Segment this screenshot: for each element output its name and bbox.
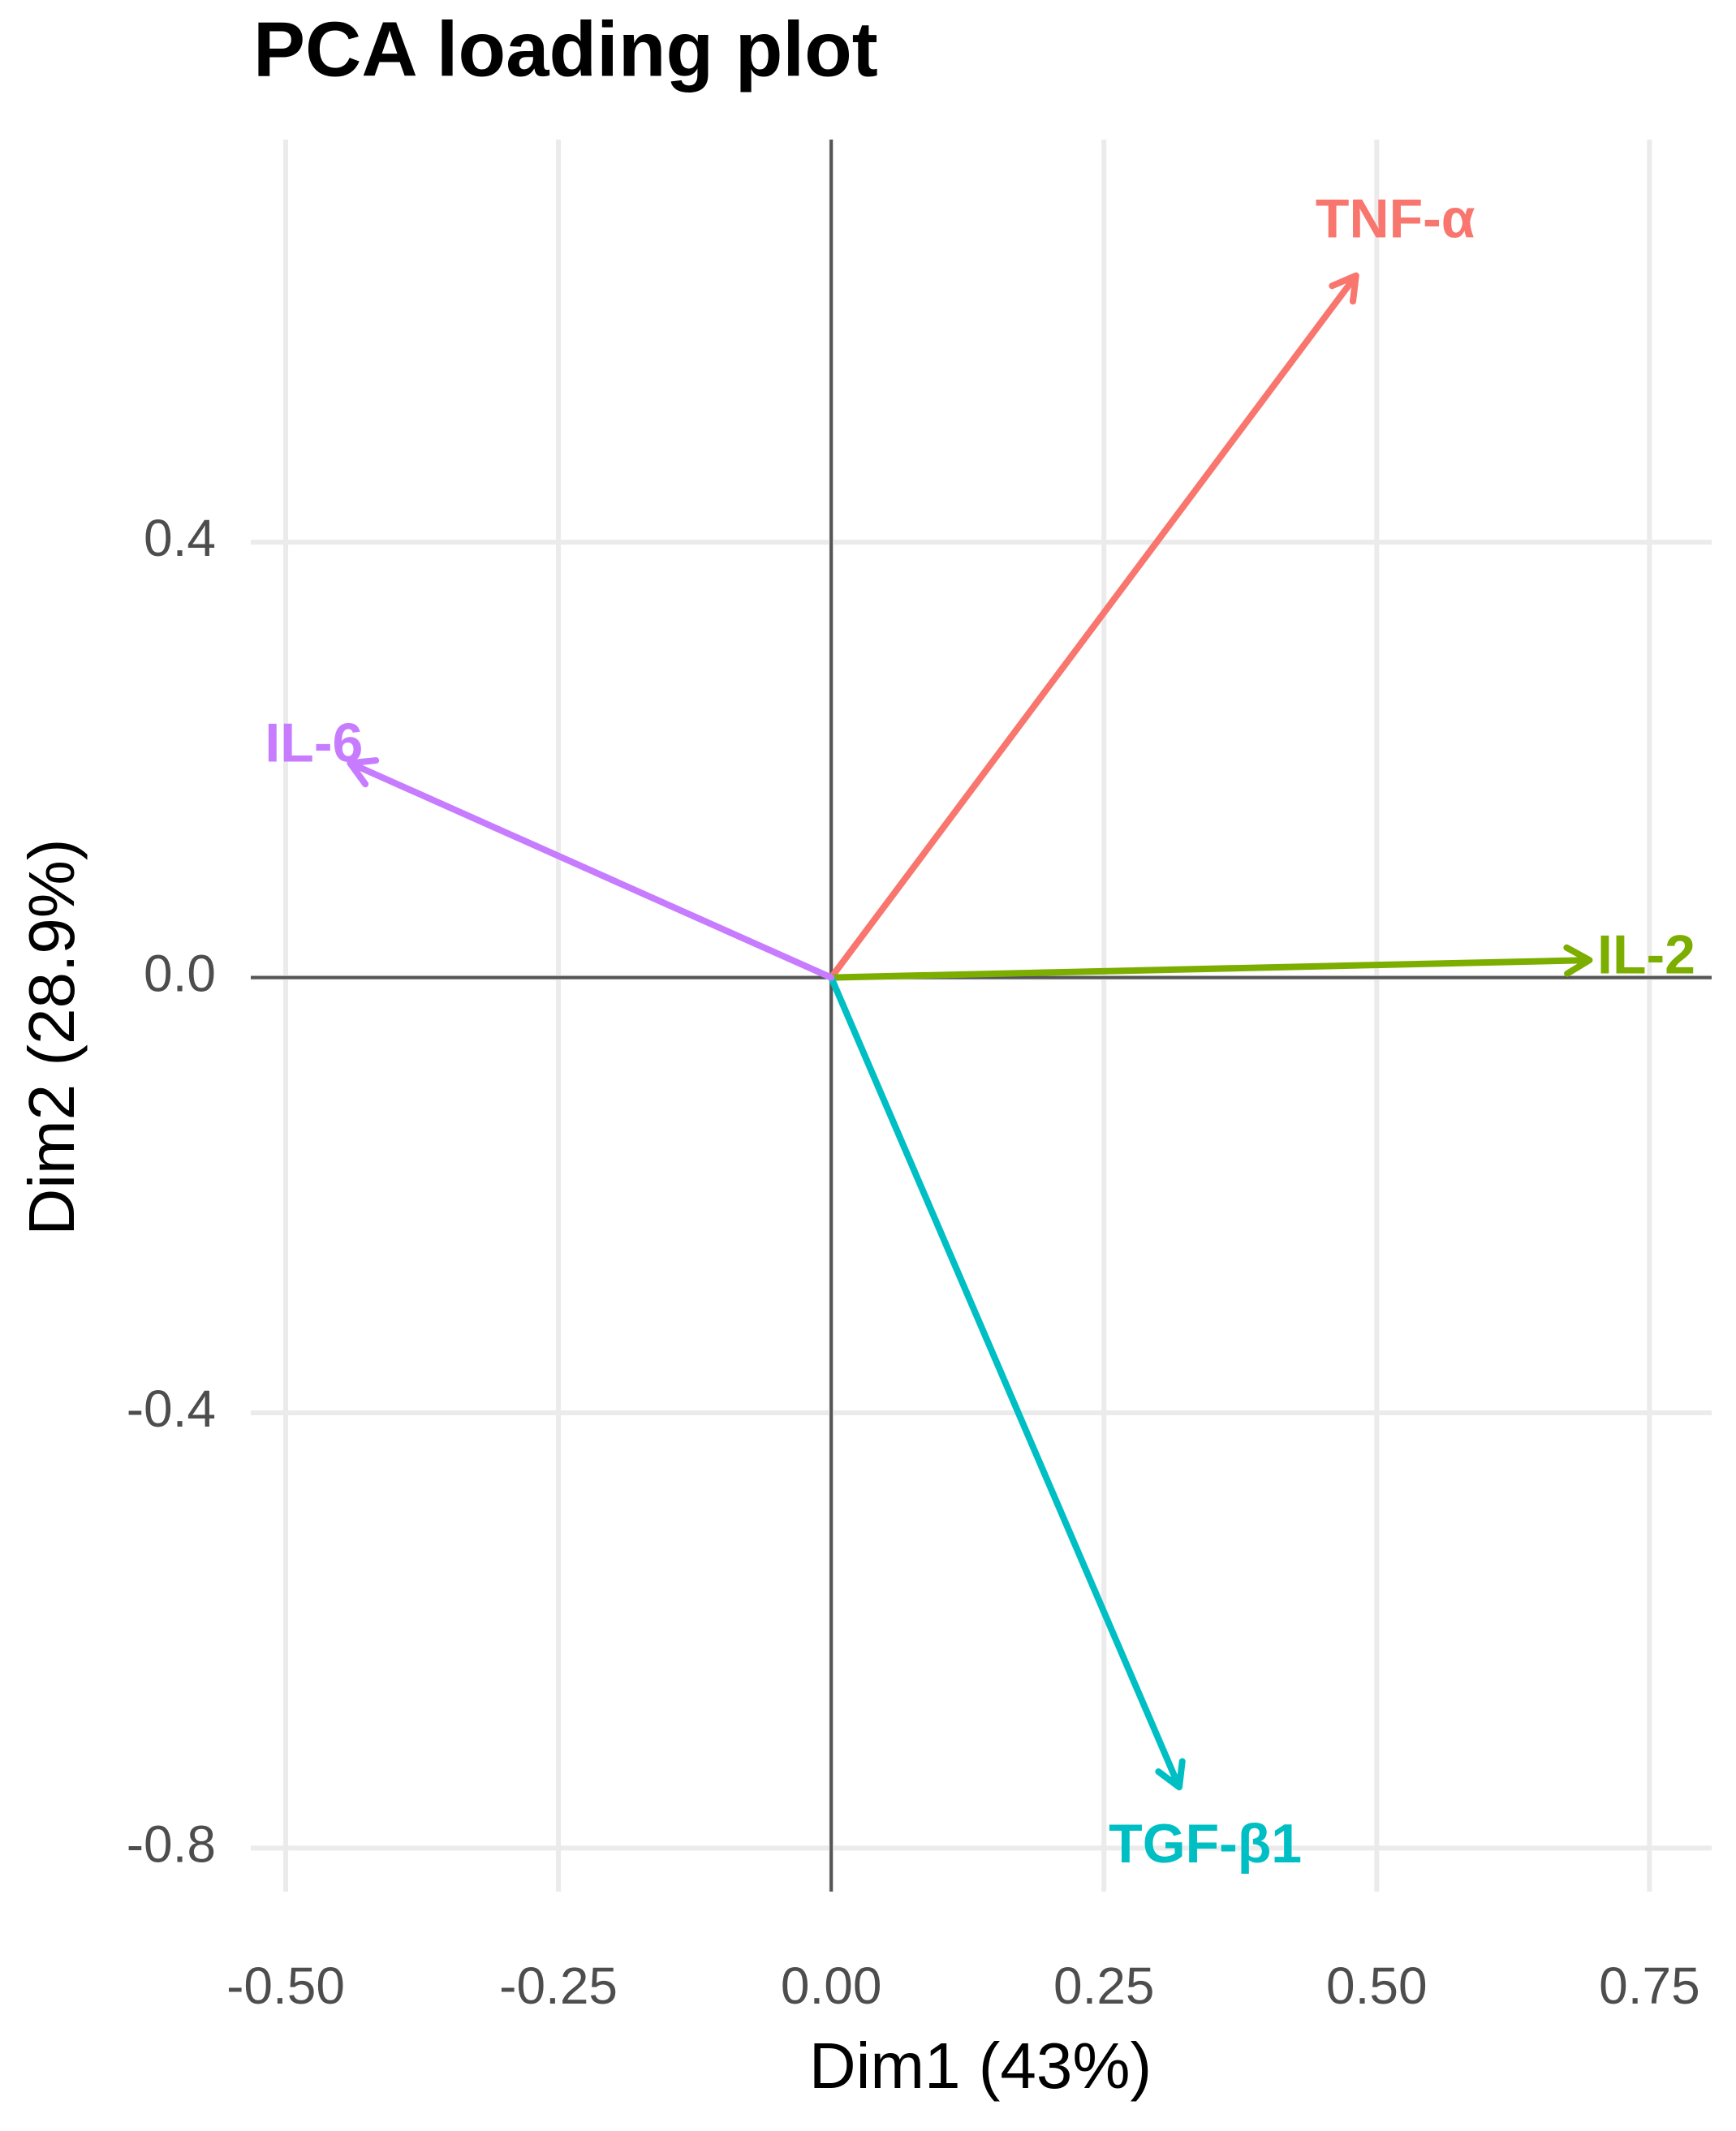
x-tick-label: -0.25 [499, 1957, 618, 2015]
y-tick-label: -0.4 [127, 1380, 216, 1438]
x-tick-label: 0.75 [1599, 1957, 1700, 2015]
x-tick-label: 0.00 [781, 1957, 882, 2015]
y-tick-label: 0.4 [144, 509, 216, 567]
loading-arrow [828, 272, 1359, 981]
arrow-label: IL-6 [265, 712, 363, 774]
x-axis-title: Dim1 (43%) [809, 2030, 1152, 2102]
arrow-label: TNF-α [1316, 188, 1475, 250]
loading-arrow [347, 757, 835, 981]
x-tick-label: 0.50 [1326, 1957, 1428, 2015]
loading-arrow [828, 944, 1593, 981]
y-tick-label: 0.0 [144, 944, 216, 1002]
loading-arrow [828, 974, 1186, 1791]
x-tick-label: -0.50 [226, 1957, 345, 2015]
y-axis-title: Dim2 (28.9%) [15, 838, 88, 1235]
chart-title: PCA loading plot [253, 6, 878, 93]
arrow-label: TGF-β1 [1109, 1813, 1302, 1875]
y-tick-label: -0.8 [127, 1815, 216, 1873]
x-tick-label: 0.25 [1053, 1957, 1155, 2015]
arrow-label: IL-2 [1597, 923, 1695, 985]
